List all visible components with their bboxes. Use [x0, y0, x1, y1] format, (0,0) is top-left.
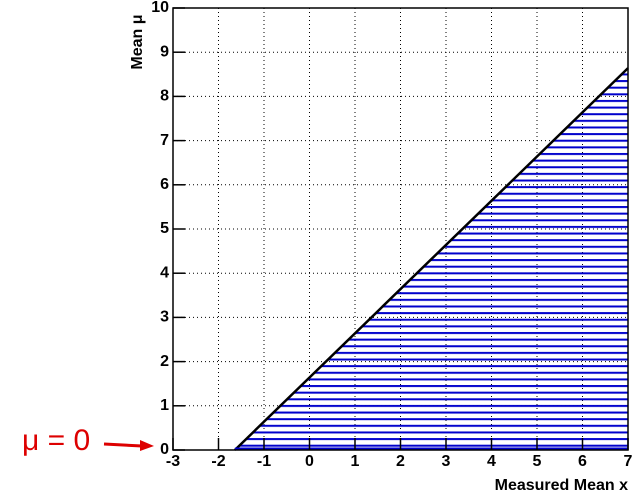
y-tick-label: 9: [160, 43, 169, 60]
ticks: -3 -2 -1 0 1 2 3 4 5 6 7 0 1 2 3 4 5 6 7 8 9 10: [151, 0, 632, 470]
y-tick-label: 8: [160, 88, 169, 105]
x-tick-label: 6: [578, 453, 587, 470]
y-tick-label: 2: [160, 353, 169, 370]
y-tick-label: 6: [160, 176, 169, 193]
x-tick-label: 3: [442, 453, 451, 470]
line: [234, 67, 629, 451]
x-tick-label: -1: [257, 453, 271, 470]
x-tick-label: 4: [487, 453, 496, 470]
annotation-arrow: [103, 442, 143, 448]
y-tick-label: 10: [151, 0, 169, 16]
y-tick-label: 4: [160, 264, 169, 281]
annotation-arrowhead: [140, 440, 154, 451]
x-tick-label: 7: [624, 453, 633, 470]
x-tick-label: -2: [211, 453, 225, 470]
y-axis-label: Mean μ: [129, 14, 146, 69]
x-tick-label: 1: [351, 453, 360, 470]
x-tick-label: -3: [166, 453, 180, 470]
x-tick-label: 0: [305, 453, 314, 470]
y-tick-label: 3: [160, 309, 169, 326]
x-tick-label: 2: [396, 453, 405, 470]
marks: [234, 67, 629, 451]
y-tick-label: 5: [160, 220, 169, 237]
annotation: μ = 0: [22, 424, 154, 457]
annotation-text: μ = 0: [22, 424, 90, 457]
x-tick-label: 5: [533, 453, 542, 470]
y-tick-label: 1: [160, 397, 169, 414]
y-tick-label: 7: [160, 132, 169, 149]
x-axis-label: Measured Mean x: [495, 477, 628, 494]
y-tick-label: 0: [160, 441, 169, 458]
